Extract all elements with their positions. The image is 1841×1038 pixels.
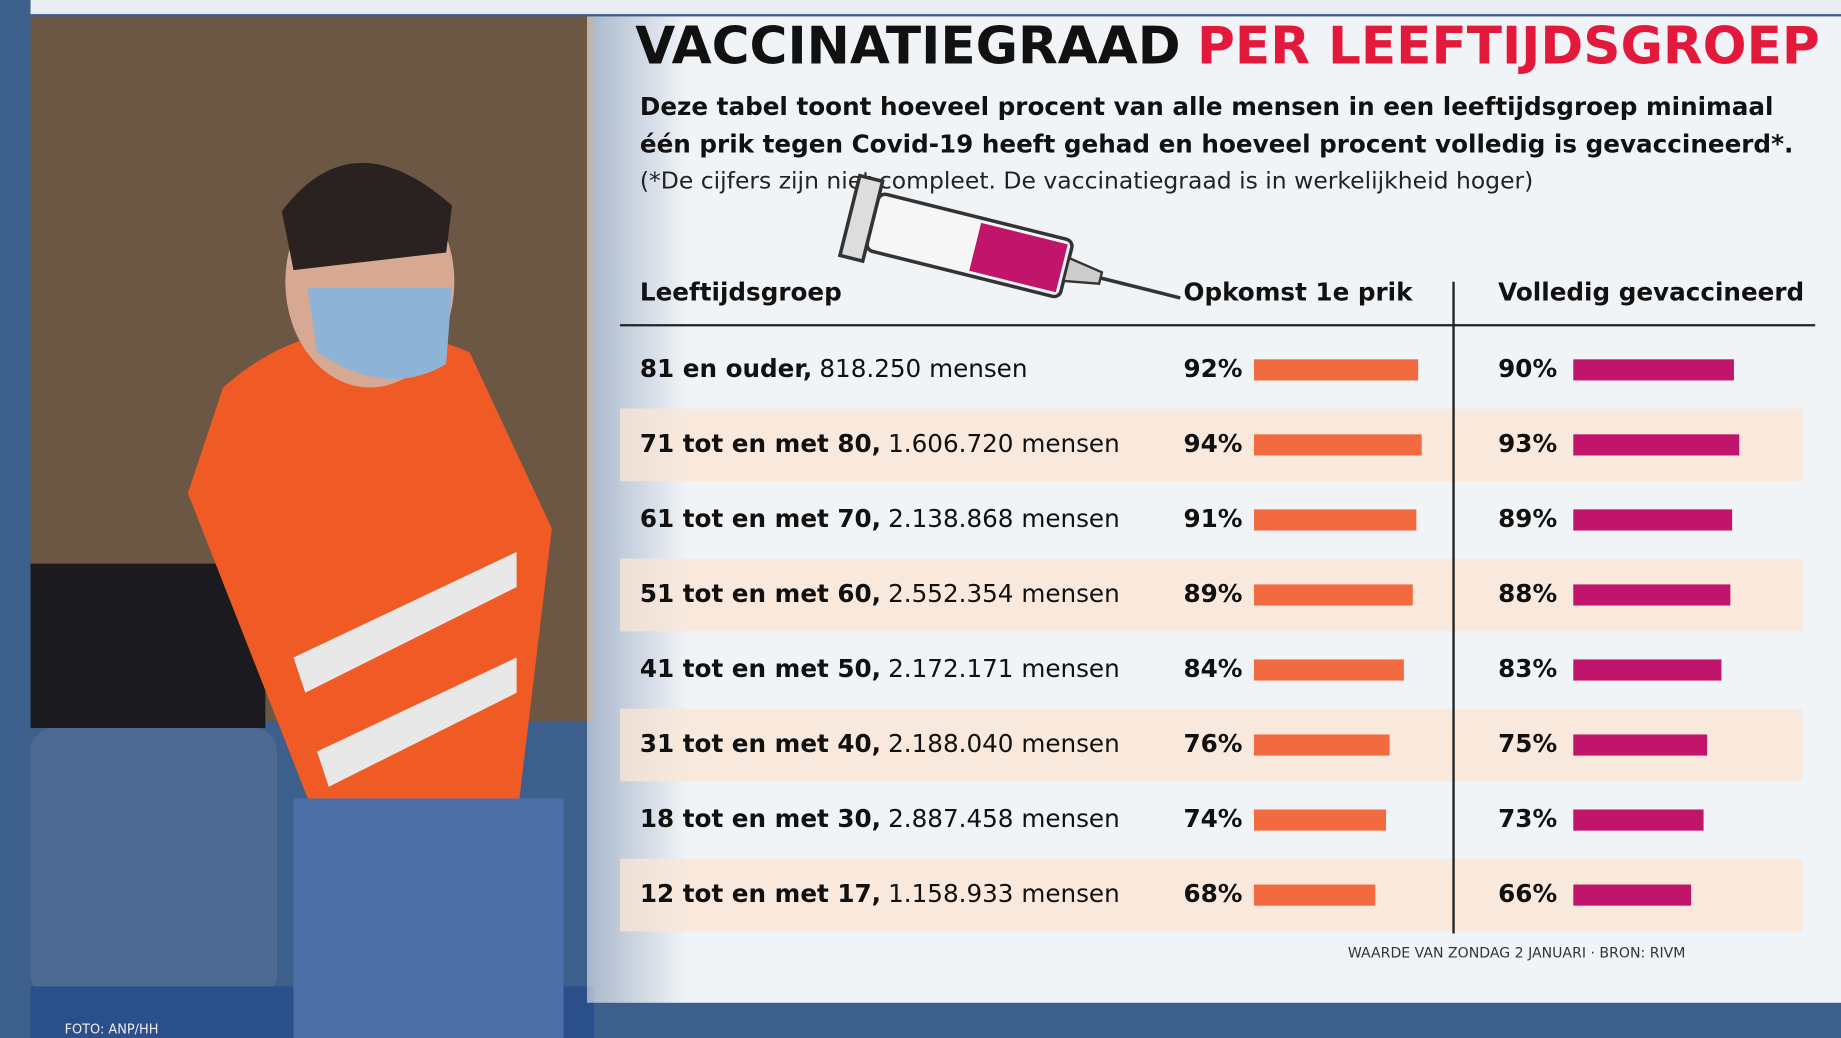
intro: Deze tabel toont hoeveel procent van all… <box>640 92 1774 121</box>
source: WAARDE VAN ZONDAG 2 JANUARI · BRON: RIVM <box>1348 945 1686 961</box>
full-vaccination-bar <box>1573 509 1732 530</box>
population: 1.606.720 mensen <box>888 429 1120 458</box>
row-label: 81 en ouder,818.250 mensen <box>640 354 1028 383</box>
first-dose-bar <box>1254 434 1422 455</box>
column-header: Volledig gevaccineerd <box>1498 278 1804 307</box>
intro: één prik tegen Covid-19 heeft gehad en h… <box>640 130 1793 159</box>
first-dose-bar <box>1254 734 1390 755</box>
population: 2.887.458 mensen <box>888 804 1120 833</box>
first-dose-bar <box>1254 885 1375 906</box>
first-dose-label: 89% <box>1184 579 1243 608</box>
age-group: 51 tot en met 60, <box>640 579 881 608</box>
title-red: PER LEEFTIJDSGROEP <box>1197 16 1820 76</box>
row-label: 71 tot en met 80,1.606.720 mensen <box>640 429 1120 458</box>
full-vaccination-label: 66% <box>1498 879 1557 908</box>
photo-credit: FOTO: ANP/HH <box>65 1022 159 1037</box>
infographic: VACCINATIEGRAAD PER LEEFTIJDSGROEP Deze t… <box>0 0 1841 1038</box>
column-header: Leeftijdsgroep <box>640 278 842 307</box>
full-vaccination-bar <box>1573 734 1707 755</box>
age-group: 12 tot en met 17, <box>640 879 881 908</box>
first-dose-bar <box>1254 659 1404 680</box>
full-vaccination-bar <box>1573 434 1739 455</box>
first-dose-label: 84% <box>1184 654 1243 683</box>
note: (*De cijfers zijn niet compleet. De vacc… <box>640 167 1533 195</box>
first-dose-bar <box>1254 809 1386 830</box>
row-label: 61 tot en met 70,2.138.868 mensen <box>640 504 1120 533</box>
title-black: VACCINATIEGRAAD <box>635 16 1180 76</box>
age-group: 41 tot en met 50, <box>640 654 881 683</box>
age-group: 31 tot en met 40, <box>640 729 881 758</box>
full-vaccination-bar <box>1573 584 1730 605</box>
first-dose-bar <box>1254 509 1416 530</box>
first-dose-label: 68% <box>1184 879 1243 908</box>
age-group: 61 tot en met 70, <box>640 504 881 533</box>
first-dose-label: 92% <box>1184 354 1243 383</box>
row-label: 41 tot en met 50,2.172.171 mensen <box>640 654 1120 683</box>
first-dose-label: 91% <box>1184 504 1243 533</box>
full-vaccination-label: 73% <box>1498 804 1557 833</box>
population: 818.250 mensen <box>819 354 1027 383</box>
full-vaccination-bar <box>1573 885 1691 906</box>
first-dose-label: 94% <box>1184 429 1243 458</box>
population: 2.138.868 mensen <box>888 504 1120 533</box>
full-vaccination-label: 83% <box>1498 654 1557 683</box>
full-vaccination-label: 90% <box>1498 354 1557 383</box>
full-vaccination-label: 88% <box>1498 579 1557 608</box>
full-vaccination-bar <box>1573 359 1734 380</box>
age-group: 18 tot en met 30, <box>640 804 881 833</box>
top-band <box>31 0 1841 14</box>
population: 2.172.171 mensen <box>888 654 1120 683</box>
first-dose-label: 74% <box>1184 804 1243 833</box>
age-group: 71 tot en met 80, <box>640 429 881 458</box>
row-label: 18 tot en met 30,2.887.458 mensen <box>640 804 1120 833</box>
population: 2.188.040 mensen <box>888 729 1120 758</box>
full-vaccination-bar <box>1573 809 1703 830</box>
first-dose-bar <box>1254 359 1418 380</box>
population: 2.552.354 mensen <box>888 579 1120 608</box>
row-label: 12 tot en met 17,1.158.933 mensen <box>640 879 1120 908</box>
full-vaccination-label: 93% <box>1498 429 1557 458</box>
full-vaccination-label: 89% <box>1498 504 1557 533</box>
full-vaccination-bar <box>1573 659 1721 680</box>
first-dose-bar <box>1254 584 1413 605</box>
column-header: Opkomst 1e prik <box>1184 278 1414 307</box>
age-group: 81 en ouder, <box>640 354 812 383</box>
population: 1.158.933 mensen <box>888 879 1120 908</box>
row-label: 31 tot en met 40,2.188.040 mensen <box>640 729 1120 758</box>
row-label: 51 tot en met 60,2.552.354 mensen <box>640 579 1120 608</box>
title: VACCINATIEGRAAD PER LEEFTIJDSGROEP <box>635 16 1820 76</box>
first-dose-label: 76% <box>1184 729 1243 758</box>
full-vaccination-label: 75% <box>1498 729 1557 758</box>
